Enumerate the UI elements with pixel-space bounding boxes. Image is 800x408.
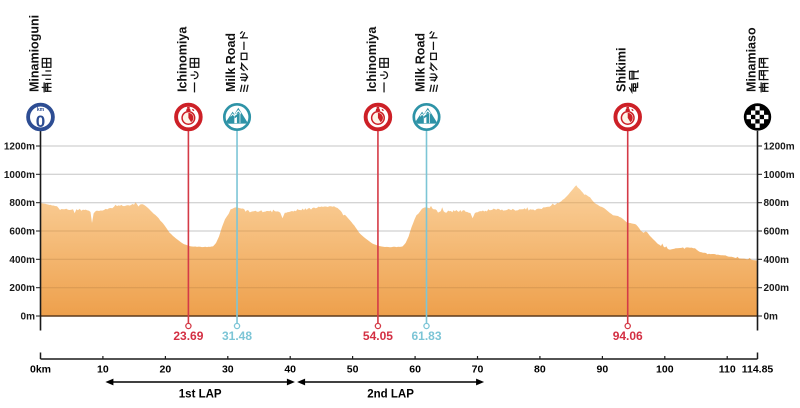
svg-text:114.85: 114.85 <box>742 364 774 376</box>
svg-text:60: 60 <box>409 364 421 376</box>
svg-text:23.69: 23.69 <box>173 329 203 343</box>
svg-text:Shikimi: Shikimi <box>615 48 629 92</box>
svg-text:90: 90 <box>597 364 609 376</box>
svg-text:600m: 600m <box>764 227 790 238</box>
svg-text:800m: 800m <box>764 198 790 209</box>
svg-text:1200m: 1200m <box>764 142 795 153</box>
svg-text:Minamiaso: Minamiaso <box>745 27 759 92</box>
svg-text:1000m: 1000m <box>764 170 795 181</box>
svg-text:30: 30 <box>222 364 234 376</box>
svg-text:400m: 400m <box>9 255 35 266</box>
svg-text:1000m: 1000m <box>4 170 35 181</box>
svg-text:200m: 200m <box>9 283 35 294</box>
svg-text:Milk Road: Milk Road <box>224 33 238 92</box>
svg-text:94.06: 94.06 <box>613 329 643 343</box>
svg-text:70: 70 <box>472 364 484 376</box>
svg-text:20: 20 <box>160 364 172 376</box>
svg-text:200m: 200m <box>764 283 790 294</box>
svg-text:Ichinomiya: Ichinomiya <box>175 26 189 92</box>
svg-text:2nd LAP: 2nd LAP <box>367 389 414 401</box>
svg-text:600m: 600m <box>9 227 35 238</box>
svg-text:0km: 0km <box>30 364 51 376</box>
svg-text:61.83: 61.83 <box>411 329 441 343</box>
svg-text:Ichinomiya: Ichinomiya <box>365 26 379 92</box>
svg-text:Milk Road: Milk Road <box>414 33 428 92</box>
svg-text:40: 40 <box>284 364 296 376</box>
svg-text:800m: 800m <box>9 198 35 209</box>
svg-text:0m: 0m <box>21 312 36 323</box>
svg-text:50: 50 <box>347 364 359 376</box>
svg-text:1st LAP: 1st LAP <box>179 389 222 401</box>
svg-text:54.05: 54.05 <box>363 329 393 343</box>
svg-text:10: 10 <box>97 364 109 376</box>
svg-text:110: 110 <box>719 364 736 376</box>
svg-text:100: 100 <box>656 364 674 376</box>
svg-text:0m: 0m <box>764 312 779 323</box>
svg-text:km: km <box>37 107 45 113</box>
svg-text:0: 0 <box>36 112 45 131</box>
svg-text:Minamioguni: Minamioguni <box>28 15 42 92</box>
svg-text:400m: 400m <box>764 255 790 266</box>
svg-text:1200m: 1200m <box>4 142 35 153</box>
svg-text:31.48: 31.48 <box>222 329 252 343</box>
svg-text:80: 80 <box>534 364 546 376</box>
